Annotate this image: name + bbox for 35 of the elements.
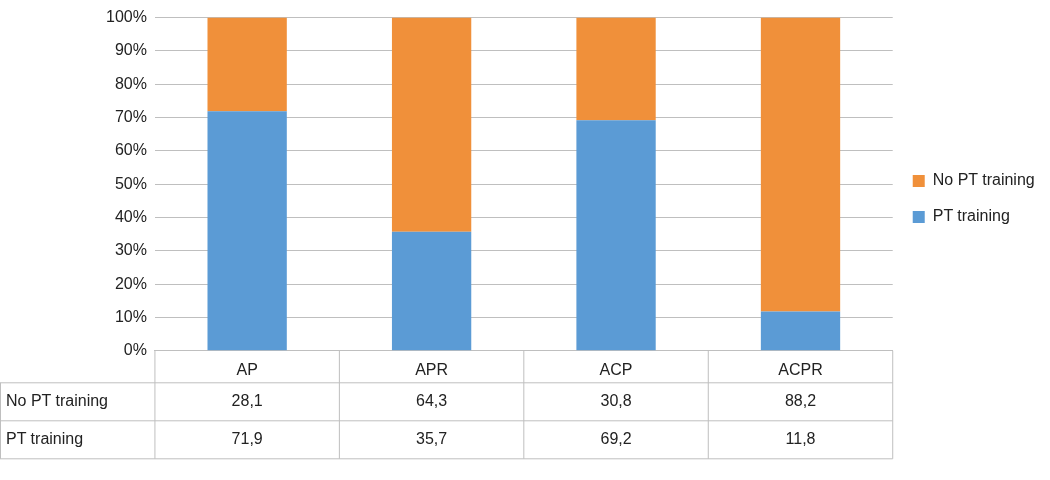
data-label: 35,7 — [416, 430, 448, 448]
y-tick-label: 60% — [114, 141, 147, 159]
text: No PT training — [6, 392, 108, 410]
y-tick-label: 0% — [123, 341, 147, 359]
text: PT training — [6, 430, 84, 448]
data-label: 11,8 — [785, 430, 816, 448]
y-tick-label: 90% — [114, 41, 147, 59]
data-label: 71,9 — [231, 430, 263, 448]
x-tick-label: AP — [236, 360, 258, 378]
bar — [207, 17, 287, 112]
bar — [576, 120, 656, 351]
y-tick-label: 10% — [114, 307, 147, 325]
bar — [760, 311, 841, 351]
x-tick-label: ACPR — [778, 360, 823, 378]
y-tick-label: 30% — [114, 241, 147, 259]
y-tick-label: 40% — [114, 207, 147, 225]
x-tick-label: ACP — [599, 360, 633, 378]
data-label: 28,1 — [231, 392, 263, 410]
y-tick-label: 80% — [114, 74, 147, 92]
legend-label: PT training — [932, 207, 1010, 225]
data-label: 64,3 — [416, 392, 448, 410]
y-tick-label: 50% — [114, 174, 147, 192]
bar — [391, 17, 472, 232]
x-tick-label: APR — [415, 360, 449, 378]
bar — [576, 17, 656, 121]
bar — [391, 231, 472, 351]
y-tick-label: 100% — [106, 8, 147, 26]
bar — [207, 111, 287, 351]
data-label: 69,2 — [600, 430, 632, 448]
y-tick-label: 70% — [114, 107, 147, 125]
legend-label: No PT training — [932, 171, 1035, 189]
y-tick-label: 20% — [114, 274, 147, 292]
data-label: 88,2 — [784, 392, 817, 410]
data-label: 30,8 — [600, 392, 632, 410]
bar — [760, 17, 841, 312]
